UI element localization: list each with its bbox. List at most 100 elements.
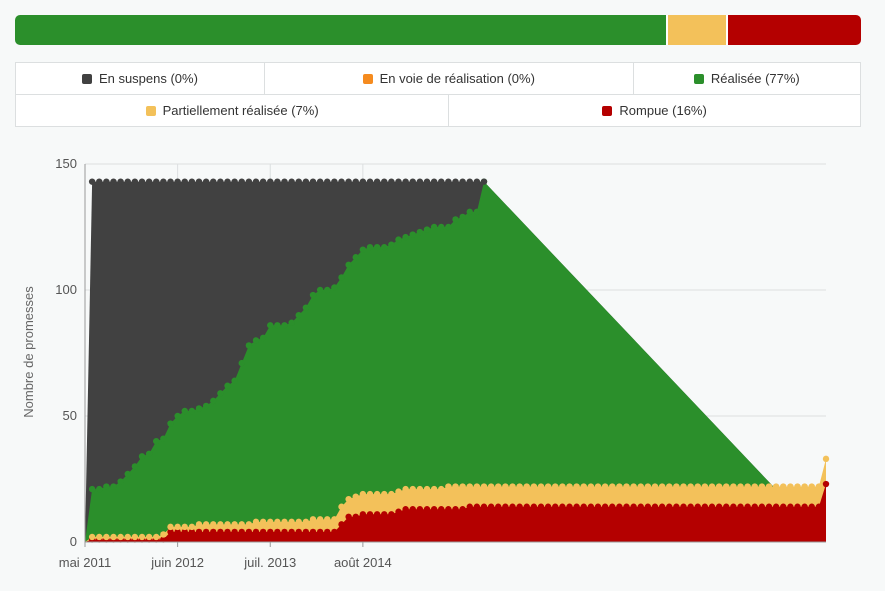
point-en-suspens: [388, 178, 395, 185]
point-r-alis-e: [96, 485, 103, 493]
point-rompue: [758, 503, 766, 510]
point-rompue: [537, 503, 545, 510]
point-partiellement-r-alis-e: [345, 495, 352, 503]
point-en-suspens: [174, 178, 181, 185]
swatch-en-voie: [362, 74, 373, 84]
point-partiellement-r-alis-e: [552, 483, 559, 490]
point-partiellement-r-alis-e: [202, 521, 210, 528]
point-rompue: [651, 503, 659, 510]
point-rompue: [459, 506, 466, 513]
point-partiellement-r-alis-e: [580, 483, 587, 490]
point-en-suspens: [373, 178, 381, 185]
point-r-alis-e: [153, 438, 160, 445]
point-r-alis-e: [145, 450, 153, 457]
point-r-alis-e: [345, 261, 352, 268]
point-partiellement-r-alis-e: [609, 483, 616, 490]
point-en-suspens: [309, 178, 317, 185]
promises-area-chart: 0 50 100 150 mai 2011 juin 2012 juil. 2013 août…: [21, 156, 830, 570]
point-partiellement-r-alis-e: [366, 490, 374, 498]
point-partiellement-r-alis-e: [715, 483, 723, 490]
point-partiellement-r-alis-e: [516, 483, 523, 490]
point-rompue: [630, 503, 637, 510]
point-rompue: [680, 503, 687, 510]
point-r-alis-e: [131, 463, 139, 470]
point-partiellement-r-alis-e: [309, 516, 317, 523]
point-r-alis-e: [224, 382, 231, 389]
point-partiellement-r-alis-e: [445, 483, 452, 490]
point-r-alis-e: [295, 312, 302, 319]
point-rompue: [673, 503, 680, 510]
point-rompue: [445, 506, 452, 513]
legend-row: Partiellement réalisée (7%) Rompue (16%): [14, 94, 861, 127]
point-r-alis-e: [352, 254, 359, 261]
point-rompue: [224, 528, 231, 536]
legend-label: En suspens (0%): [98, 71, 198, 86]
point-partiellement-r-alis-e: [623, 483, 630, 490]
point-en-suspens: [252, 178, 260, 185]
point-r-alis-e: [245, 342, 253, 349]
point-rompue: [452, 506, 459, 513]
point-partiellement-r-alis-e: [224, 521, 231, 528]
point-rompue: [480, 503, 488, 510]
point-rompue: [281, 528, 288, 536]
point-partiellement-r-alis-e: [637, 483, 644, 490]
point-en-suspens: [480, 178, 488, 185]
point-r-alis-e: [188, 407, 196, 415]
point-rompue: [416, 506, 424, 513]
point-partiellement-r-alis-e: [694, 483, 701, 490]
point-partiellement-r-alis-e: [438, 485, 445, 493]
legend-item-en-voie[interactable]: En voie de réalisation (0%): [263, 62, 634, 95]
point-r-alis-e: [267, 322, 274, 329]
point-en-suspens: [288, 178, 295, 185]
point-r-alis-e: [259, 334, 267, 342]
point-rompue: [544, 503, 552, 510]
point-rompue: [210, 528, 217, 536]
point-en-suspens: [352, 178, 359, 185]
point-partiellement-r-alis-e: [808, 483, 815, 490]
point-partiellement-r-alis-e: [145, 533, 153, 541]
point-r-alis-e: [316, 286, 324, 294]
point-rompue: [402, 506, 409, 513]
x-tick-label: août 2014: [334, 555, 392, 570]
point-rompue: [573, 503, 580, 510]
point-partiellement-r-alis-e: [772, 483, 780, 490]
point-en-suspens: [267, 178, 274, 185]
point-en-suspens: [281, 178, 288, 185]
point-en-suspens: [395, 178, 402, 185]
point-r-alis-e: [466, 208, 473, 216]
point-partiellement-r-alis-e: [701, 483, 709, 490]
legend-item-realisee[interactable]: Réalisée (77%): [632, 62, 862, 95]
point-partiellement-r-alis-e: [651, 483, 659, 490]
point-rompue: [808, 503, 815, 510]
point-r-alis-e: [416, 228, 424, 236]
progress-segment-rompue: [725, 15, 861, 45]
point-r-alis-e: [402, 233, 409, 241]
point-rompue: [352, 513, 359, 520]
point-r-alis-e: [231, 377, 238, 384]
legend-item-en-suspens[interactable]: En suspens (0%): [15, 62, 265, 95]
legend-item-partielle[interactable]: Partiellement réalisée (7%): [14, 94, 450, 127]
point-rompue: [701, 503, 709, 510]
point-rompue: [723, 503, 730, 510]
point-rompue: [295, 528, 302, 536]
point-partiellement-r-alis-e: [730, 483, 737, 490]
point-rompue: [438, 506, 445, 513]
point-rompue: [744, 503, 751, 510]
point-rompue: [338, 521, 345, 528]
point-partiellement-r-alis-e: [530, 483, 538, 490]
point-rompue: [580, 503, 587, 510]
point-en-suspens: [316, 178, 324, 185]
point-partiellement-r-alis-e: [124, 533, 131, 541]
legend-item-rompue[interactable]: Rompue (16%): [448, 94, 861, 127]
point-en-suspens: [381, 178, 388, 185]
point-partiellement-r-alis-e: [188, 523, 196, 531]
point-rompue: [751, 503, 758, 510]
progress-segment-realisee: [15, 15, 667, 45]
point-rompue: [609, 503, 616, 510]
point-en-suspens: [131, 178, 139, 185]
point-rompue: [715, 503, 723, 510]
point-r-alis-e: [202, 402, 210, 410]
point-en-suspens: [324, 178, 331, 185]
point-partiellement-r-alis-e: [338, 503, 345, 510]
point-r-alis-e: [409, 231, 416, 238]
